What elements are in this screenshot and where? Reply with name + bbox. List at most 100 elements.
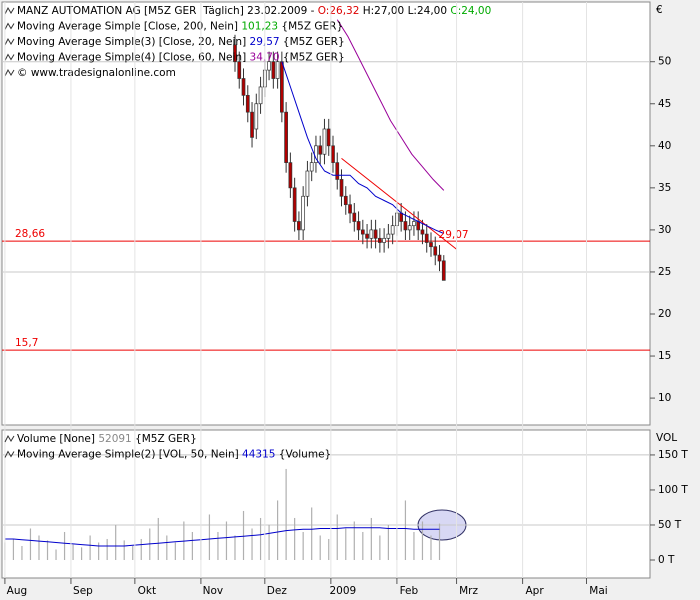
candle-body xyxy=(378,237,382,243)
volume-bar xyxy=(404,500,407,560)
legend-icon xyxy=(4,68,15,77)
y-tick-label: 45 xyxy=(658,98,671,110)
volume-bar xyxy=(251,528,253,560)
candle-body xyxy=(348,204,352,214)
volume-bar xyxy=(379,535,381,560)
legend-text: MANZ AUTOMATION AG [M5Z GER Täglich] 23.… xyxy=(17,5,318,17)
candle-body xyxy=(360,229,365,235)
x-tick-label: Okt xyxy=(138,585,156,597)
volume-bar xyxy=(217,531,219,560)
candle-body xyxy=(407,225,412,231)
candle-body xyxy=(356,221,361,231)
y-tick-label: 150 T xyxy=(658,449,688,461)
volume-bar xyxy=(140,538,142,560)
volume-bar xyxy=(38,535,40,560)
legend-entry: Moving Average Simple [Close, 200, Nein]… xyxy=(17,21,343,33)
x-tick-label: Sep xyxy=(73,585,93,597)
volume-bar xyxy=(115,524,117,560)
volume-bar xyxy=(12,538,15,560)
y-tick-label: 40 xyxy=(658,140,671,152)
volume-bar xyxy=(302,531,304,560)
legend-text: {M5Z GER} xyxy=(132,433,197,445)
volume-bar xyxy=(285,468,287,560)
unit-label: VOL xyxy=(656,432,677,444)
candle-body xyxy=(382,237,386,243)
candle-body xyxy=(245,94,250,113)
legend-icon xyxy=(4,22,15,30)
volume-bar xyxy=(311,507,313,560)
x-tick-label: Feb xyxy=(400,585,419,597)
candle-body xyxy=(309,162,314,172)
candle-body xyxy=(297,221,301,231)
candle-body xyxy=(412,221,416,227)
candle-body xyxy=(254,103,259,130)
candle-body xyxy=(352,212,357,222)
candle-body xyxy=(288,162,293,189)
legend-text: Volume [None] xyxy=(17,433,98,445)
volume-bar xyxy=(336,514,338,560)
volume-bar xyxy=(208,514,211,560)
candle-body xyxy=(292,187,297,222)
candle-body xyxy=(365,233,369,239)
candle-body xyxy=(305,170,310,197)
level-label: 28,66 xyxy=(15,228,45,240)
volume-bar xyxy=(268,524,270,560)
level-label: 15,7 xyxy=(15,337,38,349)
candle-body xyxy=(233,44,237,63)
legend-entry: Volume [None] 52091 {M5Z GER} xyxy=(17,433,197,445)
candle-body xyxy=(429,242,433,248)
volume-bar xyxy=(328,538,330,560)
volume-bar xyxy=(63,531,66,560)
legend-text: 44315 xyxy=(242,449,275,461)
legend-text: H:27,00 L:24,00 xyxy=(359,5,450,17)
legend-text: Moving Average Simple(3) [Close, 20, Nei… xyxy=(17,36,250,48)
legend-text: 52091 xyxy=(98,433,131,445)
candle-body xyxy=(275,61,280,79)
legend-text: {Volume} xyxy=(275,449,331,461)
x-tick-label: Nov xyxy=(203,585,224,597)
volume-bar xyxy=(46,540,49,560)
volume-bar xyxy=(29,528,32,560)
y-tick-label: 0 T xyxy=(658,554,675,566)
legend-entry: Moving Average Simple(4) [Close, 60, Nei… xyxy=(17,52,345,64)
candle-body xyxy=(339,179,344,197)
candle-body xyxy=(343,195,348,206)
candle-body xyxy=(416,221,421,231)
volume-bar xyxy=(430,535,432,560)
legend-entry: Moving Average Simple(2) [VOL, 50, Nein]… xyxy=(17,449,331,461)
x-tick-label: Apr xyxy=(526,585,545,597)
volume-bar xyxy=(353,521,355,560)
legend-icon xyxy=(4,450,15,458)
x-tick-label: 2009 xyxy=(329,585,356,597)
trend-label: 29,07 xyxy=(439,229,469,241)
candle-body xyxy=(424,233,429,243)
volume-bar xyxy=(362,531,364,560)
candle-body xyxy=(326,128,331,147)
volume-bar xyxy=(276,500,279,560)
y-tick-label: 10 xyxy=(658,392,671,404)
candle-body xyxy=(369,229,374,239)
legend-text: {M5Z GER} xyxy=(280,36,345,48)
legend-entry: © www.tradesignalonline.com xyxy=(17,67,176,79)
volume-bar xyxy=(234,535,236,560)
volume-bar xyxy=(438,523,441,560)
y-tick-label: 15 xyxy=(658,350,671,362)
candle-body xyxy=(267,61,271,71)
candle-body xyxy=(331,145,335,163)
candle-body xyxy=(420,229,425,235)
legend-icon xyxy=(4,53,15,61)
legend-text: 101,23 xyxy=(241,21,278,33)
volume-bar xyxy=(191,531,193,560)
candle-body xyxy=(399,212,404,222)
candle-body xyxy=(271,61,276,79)
x-tick-label: Mrz xyxy=(459,585,478,597)
candle-body xyxy=(335,162,340,180)
moving-average-line xyxy=(336,19,445,191)
legend-entry: Moving Average Simple(3) [Close, 20, Nei… xyxy=(17,36,345,48)
volume-bar xyxy=(370,517,372,560)
volume-bar xyxy=(106,538,108,560)
legend-text: {M5Z GER} xyxy=(278,21,343,33)
legend-text: O:26,32 xyxy=(318,5,360,17)
x-tick-label: Dez xyxy=(267,585,288,597)
